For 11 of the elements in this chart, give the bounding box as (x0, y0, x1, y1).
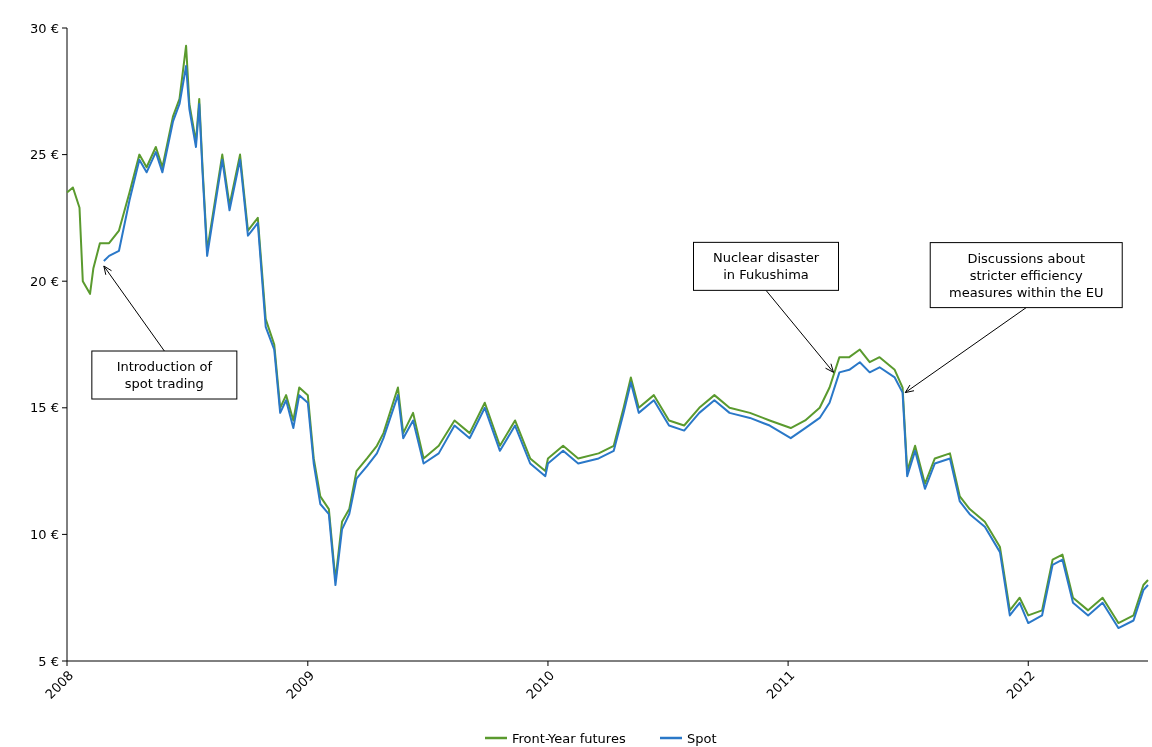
legend-label: Spot (687, 730, 717, 746)
legend-label: Front-Year futures (512, 730, 626, 746)
y-tick-label: 15 € (30, 400, 59, 416)
annotation: Nuclear disaster in Fukushima (713, 250, 820, 283)
y-tick-label: 20 € (30, 273, 59, 289)
y-tick-label: 30 € (30, 20, 59, 36)
annotation: Introduction of spot trading (116, 359, 213, 392)
y-tick-label: 25 € (30, 147, 59, 163)
annotation: Discussions about stricter efficiency measures within the EU (949, 250, 1104, 300)
y-tick-label: 5 € (38, 653, 59, 669)
y-tick-label: 10 € (30, 526, 59, 542)
